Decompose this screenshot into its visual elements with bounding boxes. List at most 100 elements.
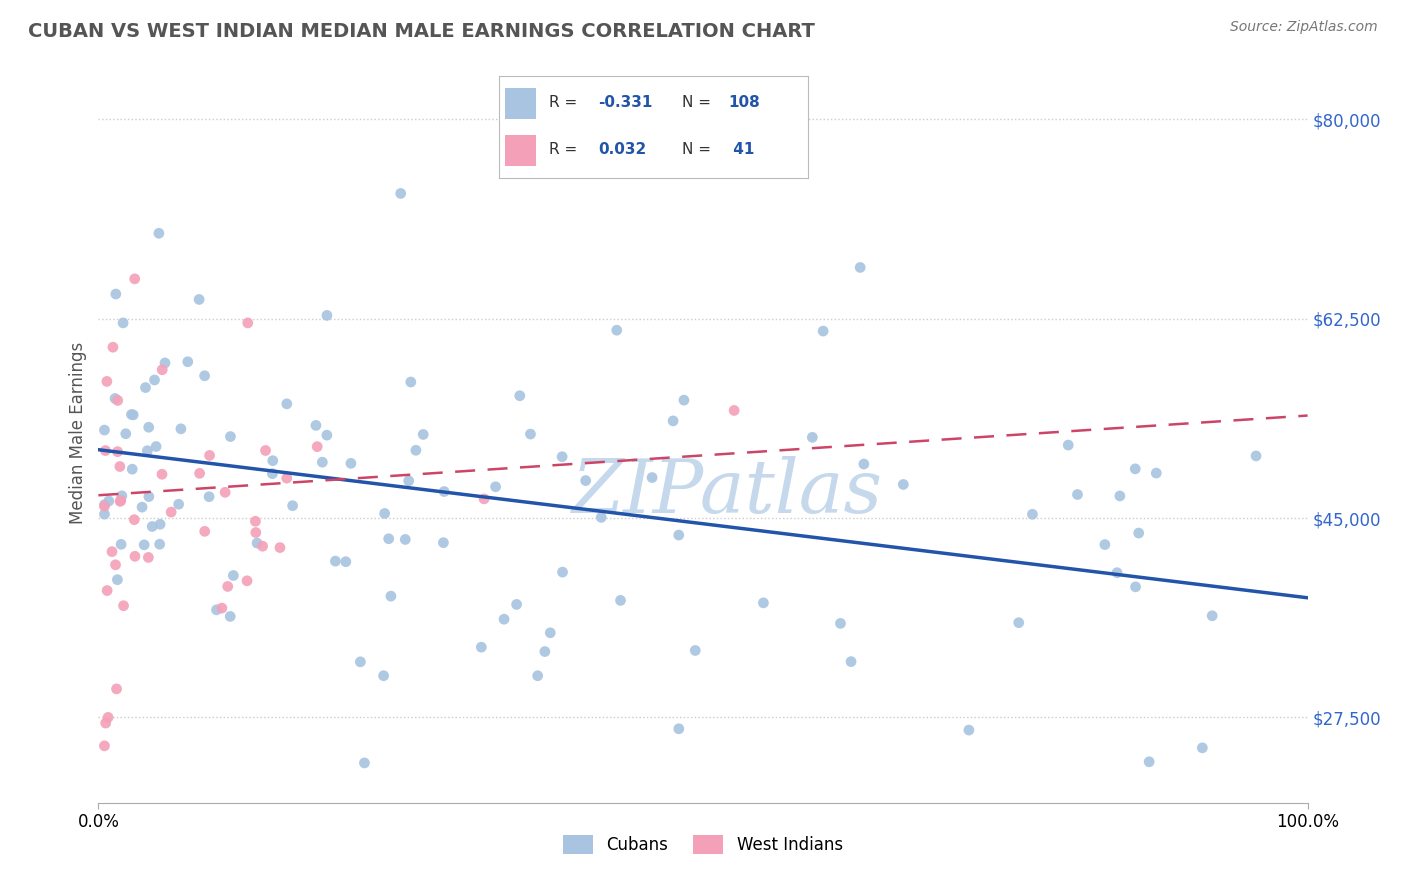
- Point: [219, 429, 242, 443]
- Point: [526, 669, 548, 683]
- Text: CUBAN VS WEST INDIAN MEDIAN MALE EARNINGS CORRELATION CHART: CUBAN VS WEST INDIAN MEDIAN MALE EARNING…: [28, 22, 815, 41]
- Point: [153, 356, 176, 370]
- Point: [111, 489, 134, 503]
- Point: [194, 524, 217, 539]
- Point: [219, 609, 242, 624]
- Text: N =: N =: [682, 95, 716, 110]
- Point: [93, 500, 115, 514]
- Point: [188, 467, 211, 481]
- Point: [110, 493, 132, 508]
- Point: [307, 440, 329, 454]
- Point: [124, 272, 146, 286]
- Point: [121, 462, 143, 476]
- Point: [335, 555, 357, 569]
- Point: [108, 459, 131, 474]
- Point: [276, 471, 298, 485]
- Point: [104, 392, 127, 406]
- Point: [1201, 608, 1223, 623]
- Point: [149, 537, 172, 551]
- Point: [245, 514, 267, 528]
- Point: [124, 549, 146, 564]
- Point: [236, 316, 259, 330]
- Point: [1066, 487, 1088, 501]
- Point: [222, 568, 245, 582]
- Point: [104, 287, 127, 301]
- Point: [1144, 466, 1167, 480]
- Point: [150, 362, 173, 376]
- Y-axis label: Median Male Earnings: Median Male Earnings: [69, 342, 87, 524]
- Point: [262, 453, 284, 467]
- Point: [94, 443, 117, 458]
- Point: [373, 669, 395, 683]
- Point: [1244, 449, 1267, 463]
- Point: [145, 440, 167, 454]
- Point: [122, 408, 145, 422]
- Point: [534, 644, 557, 658]
- Point: [1008, 615, 1031, 630]
- Point: [839, 655, 862, 669]
- Point: [214, 485, 236, 500]
- Point: [101, 340, 124, 354]
- Point: [394, 533, 416, 547]
- Point: [97, 494, 120, 508]
- Point: [136, 443, 159, 458]
- Point: [606, 323, 628, 337]
- Text: R =: R =: [548, 95, 582, 110]
- Point: [134, 381, 156, 395]
- Point: [114, 426, 136, 441]
- Point: [340, 456, 363, 470]
- Point: [121, 408, 143, 422]
- Point: [591, 510, 613, 524]
- Point: [134, 538, 156, 552]
- Point: [246, 536, 269, 550]
- Point: [107, 393, 129, 408]
- Point: [405, 443, 427, 458]
- Point: [538, 625, 561, 640]
- Point: [269, 541, 291, 555]
- Point: [668, 528, 690, 542]
- Point: [138, 420, 160, 434]
- Point: [105, 681, 128, 696]
- Point: [141, 519, 163, 533]
- Point: [484, 480, 506, 494]
- Point: [104, 558, 127, 572]
- Point: [93, 423, 115, 437]
- Point: [138, 490, 160, 504]
- Bar: [505, 136, 536, 166]
- Point: [305, 418, 328, 433]
- Point: [957, 723, 980, 737]
- Point: [505, 598, 527, 612]
- Point: [752, 596, 775, 610]
- Point: [723, 403, 745, 417]
- Point: [107, 573, 129, 587]
- Point: [509, 389, 531, 403]
- Point: [143, 373, 166, 387]
- Point: [170, 422, 193, 436]
- Point: [433, 484, 456, 499]
- Point: [148, 227, 170, 241]
- Point: [194, 368, 217, 383]
- Point: [641, 470, 664, 484]
- Point: [399, 375, 422, 389]
- Point: [472, 491, 495, 506]
- Point: [262, 467, 284, 481]
- Point: [124, 513, 146, 527]
- Text: ZIPatlas: ZIPatlas: [572, 456, 883, 528]
- Point: [349, 655, 371, 669]
- Point: [252, 539, 274, 553]
- Text: 0.032: 0.032: [598, 142, 647, 157]
- Point: [891, 477, 914, 491]
- Point: [575, 474, 598, 488]
- Point: [217, 579, 239, 593]
- Point: [1105, 566, 1128, 580]
- Bar: [505, 88, 536, 119]
- Point: [1128, 526, 1150, 541]
- Point: [245, 525, 267, 540]
- Point: [609, 593, 631, 607]
- Point: [316, 309, 339, 323]
- Point: [150, 467, 173, 482]
- Point: [110, 537, 132, 551]
- Point: [470, 640, 492, 655]
- Point: [177, 355, 200, 369]
- Point: [811, 324, 834, 338]
